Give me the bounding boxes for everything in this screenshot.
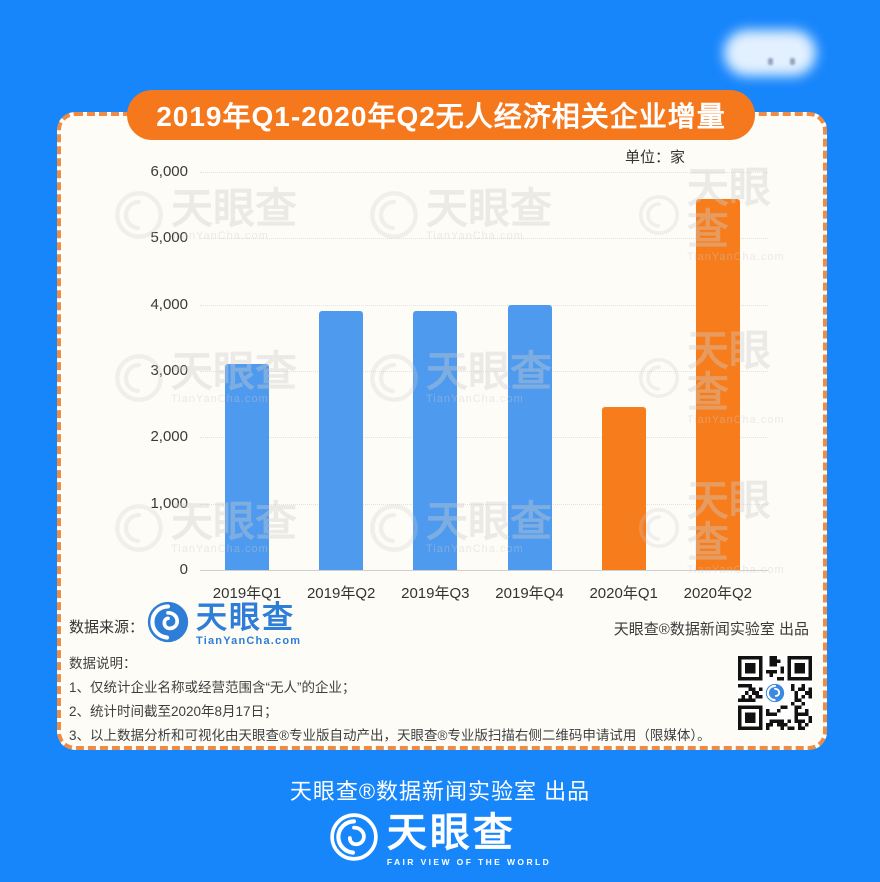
note-line: 1、仅统计企业名称或经营范围含“无人”的企业； (69, 680, 356, 695)
smudge-speck (790, 58, 795, 65)
gridline (200, 371, 768, 372)
tianyancha-swirl-icon (146, 600, 190, 649)
x-axis-tick-label: 2020年Q1 (589, 585, 658, 602)
y-axis-tick-label: 4,000 (150, 295, 188, 313)
gridline (200, 437, 768, 439)
gridline (200, 570, 768, 571)
data-source-label: 数据来源： (69, 619, 145, 636)
y-axis-tick-label: 2,000 (150, 428, 188, 446)
footer-credit: 天眼查®数据新闻实验室 出品 (289, 779, 591, 804)
x-axis-tick-label: 2019年Q1 (212, 585, 282, 602)
x-axis-tick-label: 2019年Q2 (306, 585, 376, 602)
x-axis-tick-label: 2019年Q3 (401, 585, 470, 602)
notes-list: 1、仅统计企业名称或经营范围含“无人”的企业； 2、统计时间截至2020年8月17… (69, 676, 711, 746)
gridline (200, 172, 768, 173)
y-axis-tick-label: 0 (179, 561, 188, 578)
x-axis-tick-label: 2020年Q2 (683, 585, 753, 602)
qr-center-logo (763, 681, 787, 705)
tianyancha-logo: 天眼查 TianYanCha.com (146, 600, 301, 649)
data-notes: 数据说明： 1、仅统计企业名称或经营范围含“无人”的企业； 2、统计时间截至202… (69, 652, 711, 746)
y-axis-tick-label: 5,000 (150, 229, 188, 247)
smudge-speck (768, 58, 773, 65)
unit-label: 单位：家 (624, 149, 685, 166)
bar (601, 407, 646, 570)
notes-heading: 数据说明： (69, 656, 137, 671)
gridline (200, 238, 768, 240)
chart-title: 2019年Q1-2020年Q2无人经济相关企业增量 (127, 90, 755, 140)
card-credit: 天眼查®数据新闻实验室 出品 (613, 621, 809, 638)
y-axis-tick-label: 6,000 (150, 163, 188, 180)
bar (413, 311, 458, 570)
bar (507, 304, 552, 570)
chart-card: 单位：家 0 1,000 2,000 3,000 4,000 5,000 6,000 2019… (57, 112, 827, 750)
blurred-smudge (724, 30, 816, 76)
gridline (200, 304, 768, 306)
footer-logo-text: 天眼查 (386, 810, 516, 855)
bar (225, 364, 270, 570)
y-axis-tick-label: 1,000 (150, 494, 188, 512)
bar (695, 198, 740, 570)
note-line: 2、统计时间截至2020年8月17日； (69, 704, 278, 719)
qr-code (738, 656, 812, 730)
footer-logo: 天眼查 FAIR VIEW OF THE WORLD (0, 812, 880, 867)
logo-text: 天眼查 (196, 600, 295, 635)
footer-swirl-icon (329, 812, 379, 867)
gridline (200, 503, 768, 505)
x-axis-tick-label: 2019年Q4 (495, 585, 564, 602)
y-axis-tick-label: 3,000 (150, 362, 188, 379)
plot-area: 0 1,000 2,000 3,000 4,000 5,000 6,000 2019年Q1 20… (150, 163, 768, 602)
footer-logo-tagline: FAIR VIEW OF THE WORLD (386, 856, 552, 867)
bar (319, 311, 364, 570)
logo-subtext: TianYanCha.com (196, 635, 302, 647)
note-line: 3、以上数据分析和可视化由天眼查®专业版自动产出，天眼查®专业版扫描右侧二维码申… (69, 728, 711, 743)
